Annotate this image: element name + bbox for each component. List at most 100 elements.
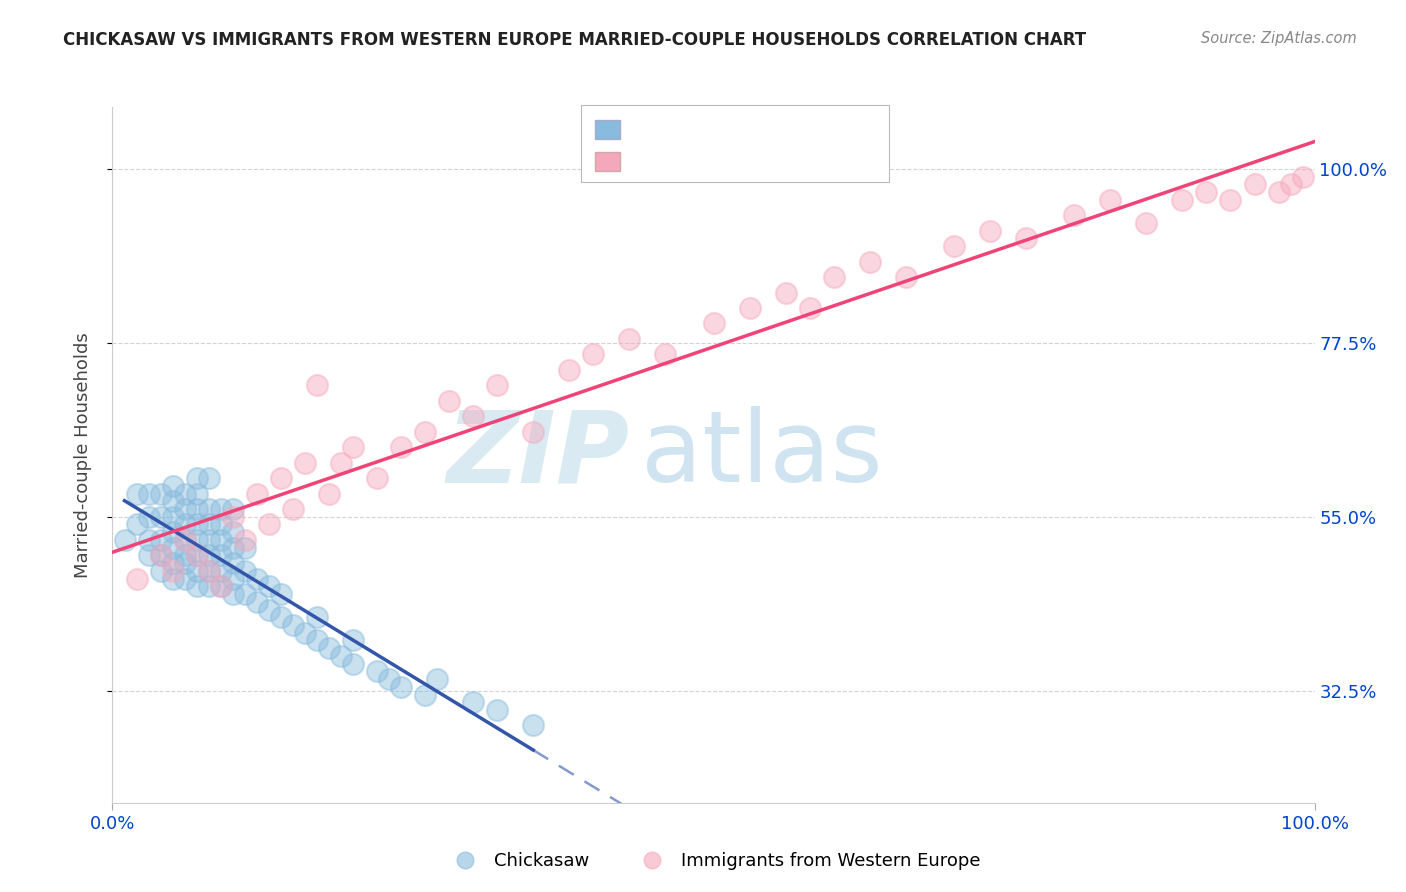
Text: 0.593: 0.593 <box>661 160 717 178</box>
Point <box>281 502 304 516</box>
Point <box>799 301 821 315</box>
Point <box>186 471 208 485</box>
Point <box>413 688 436 702</box>
Point <box>378 672 401 686</box>
Point <box>149 549 172 563</box>
Point <box>823 270 845 285</box>
Point <box>162 564 184 578</box>
Y-axis label: Married-couple Households: Married-couple Households <box>73 332 91 578</box>
Point <box>173 556 195 570</box>
Point <box>149 564 172 578</box>
Text: R =: R = <box>628 128 668 145</box>
Point <box>305 378 328 392</box>
Point <box>162 494 184 508</box>
Point <box>1135 216 1157 230</box>
Point <box>246 595 269 609</box>
Text: ZIP: ZIP <box>446 407 630 503</box>
Point <box>1267 185 1289 199</box>
Point <box>209 579 232 593</box>
Point <box>222 509 245 524</box>
Text: R =: R = <box>628 160 673 178</box>
Point <box>233 533 256 547</box>
Point <box>342 633 364 648</box>
Point <box>186 549 208 563</box>
Legend: Chickasaw, Immigrants from Western Europe: Chickasaw, Immigrants from Western Europ… <box>440 845 987 877</box>
Point <box>186 486 208 500</box>
Point <box>305 610 328 624</box>
Text: -0.197: -0.197 <box>661 128 725 145</box>
Point <box>162 556 184 570</box>
Point <box>209 517 232 532</box>
Point <box>114 533 136 547</box>
Point <box>222 525 245 540</box>
Point <box>1171 193 1194 207</box>
Point <box>197 579 219 593</box>
Point <box>173 502 195 516</box>
Point <box>413 425 436 439</box>
Point <box>138 509 160 524</box>
Point <box>1243 178 1265 192</box>
Point <box>366 471 388 485</box>
Point <box>186 502 208 516</box>
Point <box>619 332 641 346</box>
Point <box>222 556 245 570</box>
Point <box>522 425 544 439</box>
Point <box>125 517 148 532</box>
Text: N =: N = <box>728 160 768 178</box>
Point <box>246 572 269 586</box>
Point <box>197 471 219 485</box>
Point <box>654 347 676 361</box>
Point <box>222 587 245 601</box>
Point <box>1279 178 1302 192</box>
Point <box>894 270 917 285</box>
Point <box>437 393 460 408</box>
Point <box>329 456 352 470</box>
Point <box>294 456 316 470</box>
Point <box>222 541 245 555</box>
Point <box>222 502 245 516</box>
Point <box>270 610 292 624</box>
Point <box>257 517 280 532</box>
Point <box>197 549 219 563</box>
Point <box>461 409 484 424</box>
Point <box>162 479 184 493</box>
Point <box>125 572 148 586</box>
Point <box>558 363 581 377</box>
Point <box>186 549 208 563</box>
Text: CHICKASAW VS IMMIGRANTS FROM WESTERN EUROPE MARRIED-COUPLE HOUSEHOLDS CORRELATIO: CHICKASAW VS IMMIGRANTS FROM WESTERN EUR… <box>63 31 1087 49</box>
Point <box>582 347 605 361</box>
Point <box>1219 193 1241 207</box>
Point <box>775 285 797 300</box>
Point <box>318 641 340 656</box>
Point <box>173 486 195 500</box>
Point <box>859 254 882 268</box>
Point <box>246 486 269 500</box>
Point <box>389 680 412 694</box>
Point <box>173 517 195 532</box>
Point <box>186 533 208 547</box>
Point <box>186 564 208 578</box>
Point <box>426 672 449 686</box>
Point <box>149 549 172 563</box>
Point <box>702 317 725 331</box>
Point <box>138 549 160 563</box>
Point <box>1099 193 1122 207</box>
Point <box>149 509 172 524</box>
Point <box>173 533 195 547</box>
Point <box>138 533 160 547</box>
Text: 49: 49 <box>756 160 782 178</box>
Point <box>162 572 184 586</box>
Point <box>162 509 184 524</box>
Point <box>738 301 761 315</box>
Point <box>318 486 340 500</box>
Text: 78: 78 <box>756 128 782 145</box>
Point <box>173 533 195 547</box>
Point <box>342 440 364 454</box>
Point <box>222 572 245 586</box>
Point <box>1063 208 1085 222</box>
Point <box>366 665 388 679</box>
Text: N =: N = <box>728 128 768 145</box>
Point <box>173 549 195 563</box>
Point <box>329 648 352 663</box>
Point <box>389 440 412 454</box>
